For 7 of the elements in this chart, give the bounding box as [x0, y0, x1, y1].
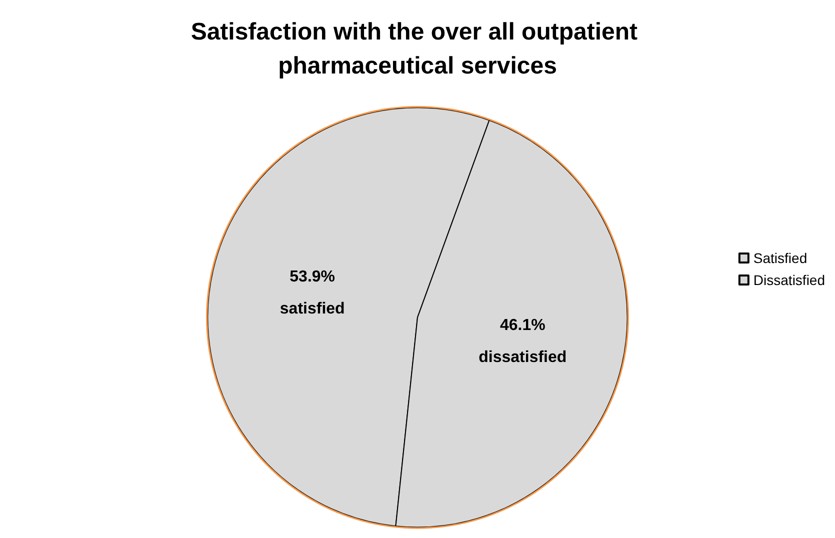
legend-label: Satisfied	[753, 250, 808, 266]
legend-label: Dissatisfied	[753, 272, 826, 288]
text: satisfied	[280, 300, 345, 318]
chart-title: Satisfaction with the over all outpatient pharmaceutical services	[190, 18, 644, 80]
data-label: 53.9%	[290, 268, 336, 286]
text: dissatisfied	[478, 349, 567, 366]
data-label: 46.1%	[500, 317, 546, 334]
